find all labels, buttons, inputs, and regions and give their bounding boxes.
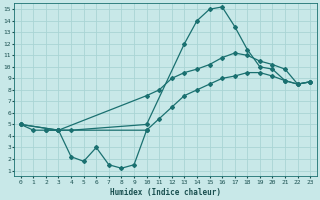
X-axis label: Humidex (Indice chaleur): Humidex (Indice chaleur) (110, 188, 221, 197)
